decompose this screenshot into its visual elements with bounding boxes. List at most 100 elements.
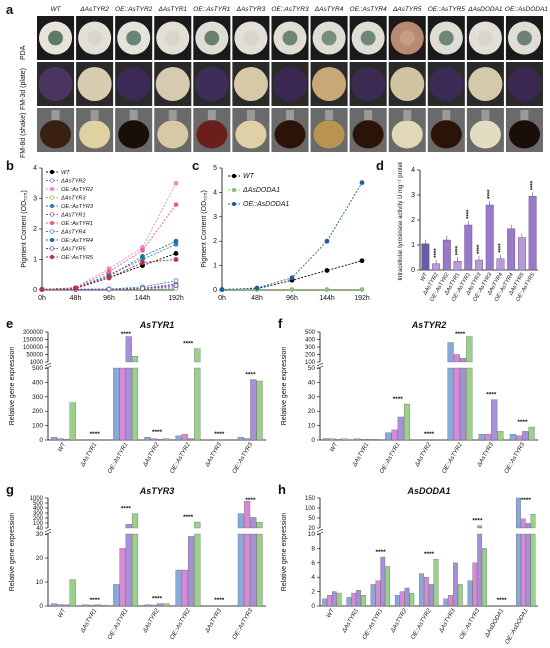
expression-bar: [466, 367, 473, 441]
y-tick-label: 0: [213, 287, 217, 294]
significance-stars: ****: [214, 431, 225, 438]
expression-bar: [322, 438, 330, 441]
y-tick-label: 500: [33, 501, 44, 507]
legend-entry: OE::AsTYR1: [61, 221, 93, 227]
x-tick-label: OE::AsTYR2: [410, 607, 433, 640]
activity-bar: [421, 243, 430, 271]
significance-stars: ****: [488, 189, 494, 199]
expression-bar: [144, 436, 151, 441]
expression-bar: [194, 533, 201, 607]
expression-bar: [144, 604, 151, 607]
expression-bar: [472, 562, 478, 607]
y-tick-label: 20: [308, 408, 316, 415]
legend-entry: WT: [61, 170, 70, 176]
legend-entry: OE::AsDODA1: [243, 201, 289, 208]
y-tick-label: 4: [411, 167, 415, 174]
y-tick-label: 5: [213, 165, 217, 172]
data-point: [140, 286, 145, 291]
flask-neck: [246, 110, 255, 120]
significance-stars: ****: [424, 551, 435, 558]
flask-neck: [286, 110, 294, 120]
x-tick-label: 48h: [251, 295, 263, 302]
expression-bar: [88, 604, 95, 607]
fm3d-plate: [38, 66, 73, 102]
y-tick-label: 200: [33, 516, 44, 522]
panel-label-d: d: [376, 158, 384, 173]
expression-bar-upper: [447, 342, 454, 363]
legend-marker: [231, 173, 237, 179]
data-point: [140, 254, 145, 259]
flask-neck: [51, 110, 60, 120]
panel-label-f: f: [278, 316, 283, 331]
expression-bar-upper: [194, 521, 201, 529]
fm3d-plate: [429, 66, 464, 102]
expression-bar: [341, 438, 348, 441]
flask-neck: [129, 110, 138, 120]
y-tick-label: 4: [311, 574, 315, 581]
expression-bar: [181, 569, 188, 607]
legend-marker: [49, 254, 55, 260]
expression-bar: [409, 592, 415, 607]
activity-bar: [496, 258, 505, 271]
expression-bar: [237, 533, 244, 607]
y-tick-label: 500: [305, 330, 316, 336]
photo-column-header: OE::AsTYR3: [271, 6, 309, 13]
activity-bar: [507, 228, 516, 271]
fm3d-plate: [351, 66, 386, 102]
x-tick-label: WT: [326, 607, 337, 619]
significance-stars: ****: [393, 396, 404, 403]
y-tick-label: 150: [305, 496, 316, 502]
y-tick-label: 200: [305, 353, 316, 359]
y-tick-label: 4: [213, 189, 217, 196]
expression-bar: [335, 438, 342, 441]
significance-stars: ****: [472, 518, 483, 525]
expression-bar: [516, 435, 523, 441]
data-point: [219, 287, 225, 292]
pda-colony-center: [321, 30, 337, 46]
fm8d-broth: [40, 120, 72, 149]
expression-bar: [360, 439, 367, 441]
flask-neck: [442, 110, 451, 120]
significance-stars: ****: [531, 180, 537, 190]
significance-stars: ****: [90, 431, 101, 438]
expression-bar-upper: [466, 336, 473, 363]
axis-break-mark: [316, 528, 324, 533]
expression-bar: [194, 367, 201, 441]
flask-neck: [207, 110, 216, 120]
legend-entry: OE::AsTYR3: [61, 204, 94, 210]
significance-stars: ****: [152, 429, 163, 436]
expression-bar: [57, 604, 64, 607]
significance-stars: ****: [455, 331, 466, 338]
y-tick-label: 40: [308, 379, 316, 386]
axis-break-mark: [44, 362, 52, 367]
x-tick-label: ΔAsTYR1: [80, 442, 99, 469]
y-tick-label: 0: [311, 603, 315, 610]
pda-colony-center: [282, 30, 298, 46]
data-point: [173, 180, 179, 186]
significance-stars: ****: [434, 248, 440, 258]
significance-stars: ****: [456, 245, 462, 255]
expression-bar: [150, 438, 157, 441]
phenotype-photo-grid: WT ΔAsTYR2 OE::AsTYR2 ΔAsTYR1 OE::AsTYR1 ΔAsT…: [36, 6, 548, 154]
expression-bar: [113, 584, 120, 607]
activity-bar: [442, 239, 451, 271]
expression-bar: [244, 533, 251, 607]
expression-bar: [336, 592, 342, 607]
expression-bar: [457, 584, 463, 607]
significance-stars: ****: [152, 596, 163, 603]
photo-column-header: ΔAsTYR5: [392, 6, 422, 13]
significance-stars: ****: [121, 506, 132, 513]
fm3d-plate: [390, 66, 425, 102]
legend-entry: ΔAsTYR1: [60, 213, 86, 219]
expression-bar: [404, 587, 410, 607]
y-tick-label: 10: [308, 423, 316, 430]
expression-bar-upper: [256, 522, 263, 529]
legend-entry: OE::AsTYR2: [61, 187, 94, 193]
y-tick-label: 0: [33, 287, 37, 294]
activity-bar: [432, 263, 441, 271]
legend-marker: [231, 187, 237, 193]
expression-bar: [370, 584, 376, 607]
x-tick-label: OE::AsTYR3: [504, 441, 527, 474]
panel-label-b: b: [6, 158, 14, 173]
